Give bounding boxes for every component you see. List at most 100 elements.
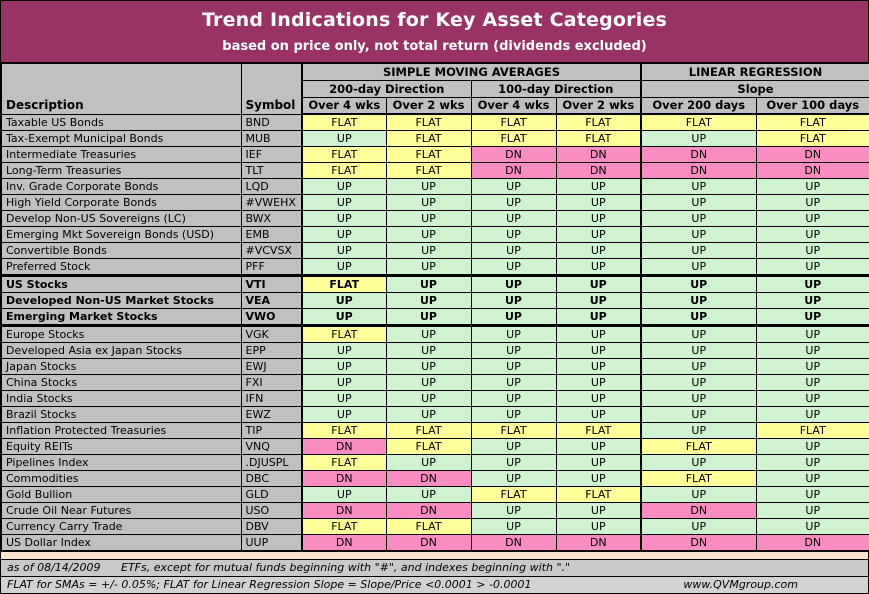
trend-cell: FLAT <box>385 130 472 147</box>
trend-cell: DN <box>755 162 869 179</box>
trend-cell: FLAT <box>470 113 557 131</box>
trend-cell: UP <box>640 308 757 327</box>
col-header-200d-over-2wks: Over 2 wks <box>385 96 472 115</box>
trend-cell: UP <box>640 210 757 227</box>
row-symbol: FXI <box>240 374 303 391</box>
table-row: Taxable US Bonds BND FLAT FLAT FLAT FLAT FLAT F… <box>0 113 869 131</box>
trend-cell: UP <box>301 292 387 309</box>
row-symbol: .DJUSPL <box>240 454 303 471</box>
trend-cell: DN <box>755 146 869 163</box>
footer-asof-row: as of 08/14/2009 ETFs, except for mutual… <box>0 560 869 577</box>
trend-cell: UP <box>470 358 557 375</box>
row-symbol: #VCVSX <box>240 242 303 259</box>
col-header-over-100-days: Over 100 days <box>755 96 869 115</box>
table-row: Europe Stocks VGK FLAT UP UP UP UP UP <box>0 325 869 343</box>
trend-cell: UP <box>555 242 642 259</box>
trend-cell: UP <box>555 438 642 455</box>
trend-cell: UP <box>640 178 757 195</box>
row-description: Crude Oil Near Futures <box>0 502 242 519</box>
table-row: Convertible Bonds #VCVSX UP UP UP UP UP UP <box>0 242 869 259</box>
trend-cell: DN <box>470 534 557 552</box>
trend-cell: UP <box>385 308 472 327</box>
trend-cell: UP <box>470 274 557 293</box>
trend-cell: UP <box>470 292 557 309</box>
as-of-date: as of 08/14/2009 <box>7 561 101 574</box>
trend-cell: UP <box>555 258 642 276</box>
group-header-linear-regression: LINEAR REGRESSION <box>640 62 869 81</box>
trend-cell: UP <box>640 486 757 503</box>
row-symbol: VTI <box>240 274 303 293</box>
trend-cell: UP <box>470 325 557 343</box>
trend-cell: FLAT <box>755 422 869 439</box>
trend-cell: UP <box>640 292 757 309</box>
trend-cell: FLAT <box>640 113 757 131</box>
row-symbol: VNQ <box>240 438 303 455</box>
row-symbol: VEA <box>240 292 303 309</box>
table-row: Brazil Stocks EWZ UP UP UP UP UP UP <box>0 406 869 423</box>
trend-cell: FLAT <box>640 470 757 487</box>
row-symbol: PFF <box>240 258 303 276</box>
trend-cell: UP <box>555 325 642 343</box>
row-description: China Stocks <box>0 374 242 391</box>
trend-cell: UP <box>640 274 757 293</box>
trend-cell: UP <box>470 390 557 407</box>
subgroup-header-200day-direction: 200-day Direction <box>301 79 472 98</box>
row-symbol: IFN <box>240 390 303 407</box>
row-symbol: EMB <box>240 226 303 243</box>
trend-cell: UP <box>301 406 387 423</box>
row-symbol: DBC <box>240 470 303 487</box>
trend-cell: UP <box>470 454 557 471</box>
row-symbol: BWX <box>240 210 303 227</box>
table-row: Develop Non-US Sovereigns (LC) BWX UP UP UP U… <box>0 210 869 227</box>
group-header-simple-moving-averages: SIMPLE MOVING AVERAGES <box>301 62 642 81</box>
row-description: Equity REITs <box>0 438 242 455</box>
trend-cell: UP <box>301 178 387 195</box>
table-row: Tax-Exempt Municipal Bonds MUB UP FLAT FLAT F… <box>0 130 869 147</box>
trend-cell: UP <box>640 374 757 391</box>
trend-cell: UP <box>755 292 869 309</box>
trend-cell: UP <box>755 406 869 423</box>
trend-cell: UP <box>640 390 757 407</box>
trend-cell: FLAT <box>755 113 869 131</box>
trend-cell: UP <box>385 292 472 309</box>
trend-cell: DN <box>385 534 472 552</box>
etf-note: ETFs, except for mutual funds beginning … <box>121 561 571 574</box>
trend-cell: UP <box>385 342 472 359</box>
trend-cell: UP <box>755 258 869 276</box>
trend-cell: UP <box>301 308 387 327</box>
trend-cell: UP <box>755 226 869 243</box>
table-row: Pipelines Index .DJUSPL FLAT UP UP UP UP UP <box>0 454 869 471</box>
table-row: Gold Bullion GLD UP UP FLAT FLAT UP UP <box>0 486 869 503</box>
trend-cell: UP <box>301 242 387 259</box>
trend-cell: UP <box>385 390 472 407</box>
header-row-subgroups: 200-day Direction 100-day Direction Slop… <box>1 79 869 98</box>
row-symbol: LQD <box>240 178 303 195</box>
trend-cell: UP <box>301 258 387 276</box>
trend-cell: UP <box>555 358 642 375</box>
row-symbol: TIP <box>240 422 303 439</box>
trend-cell: DN <box>640 502 757 519</box>
trend-cell: FLAT <box>301 146 387 163</box>
trend-cell: UP <box>470 226 557 243</box>
trend-cell: DN <box>301 470 387 487</box>
row-symbol: IEF <box>240 146 303 163</box>
trend-cell: UP <box>470 178 557 195</box>
trend-cell: UP <box>755 325 869 343</box>
table-row: Developed Non-US Market Stocks VEA UP UP UP U… <box>0 292 869 309</box>
row-description: Inflation Protected Treasuries <box>0 422 242 439</box>
trend-cell: UP <box>385 226 472 243</box>
trend-cell: DN <box>555 534 642 552</box>
trend-cell: FLAT <box>385 113 472 131</box>
row-symbol: MUB <box>240 130 303 147</box>
row-symbol: USO <box>240 502 303 519</box>
col-header-symbol: Symbol <box>240 62 303 115</box>
col-header-100d-over-2wks: Over 2 wks <box>555 96 642 115</box>
trend-cell: UP <box>555 342 642 359</box>
trend-cell: UP <box>301 194 387 211</box>
trend-cell: UP <box>470 470 557 487</box>
trend-cell: FLAT <box>301 113 387 131</box>
asset-table-body: Taxable US Bonds BND FLAT FLAT FLAT FLAT FLAT F… <box>0 113 869 552</box>
trend-cell: DN <box>385 470 472 487</box>
trend-cell: UP <box>640 518 757 535</box>
separator-row <box>0 552 869 560</box>
